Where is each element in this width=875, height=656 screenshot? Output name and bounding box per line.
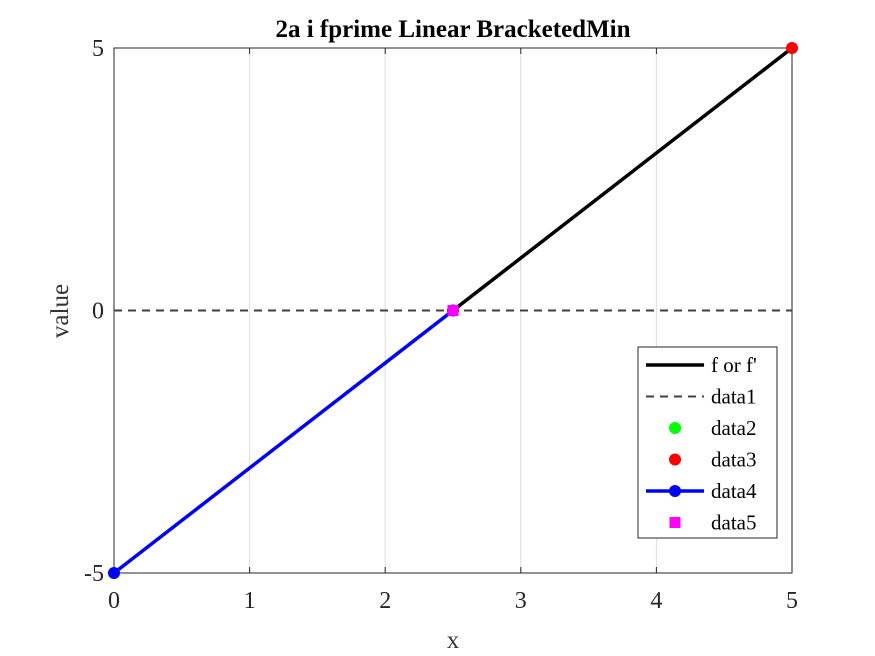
series-data4-line [112,309,455,575]
x-tick-label: 1 [244,588,256,614]
legend-data4-label: data4 [711,479,757,503]
x-axis-label: x [447,627,460,654]
y-tick-label: 5 [92,36,104,62]
legend-data3-swatch [669,453,681,466]
series-f-or-f--line [451,46,794,312]
legend-data1-label: data1 [711,385,756,409]
legend-data2-label: data2 [711,416,756,440]
x-tick-label: 5 [786,588,798,614]
legend-data5-label: data5 [711,511,756,535]
legend-data5-swatch [669,517,681,528]
x-tick-label: 0 [108,588,120,614]
x-tick-label: 2 [379,588,391,614]
legend-data3-label: data3 [711,448,756,472]
series-data4-point [108,567,120,579]
x-tick-label: 3 [515,588,527,614]
x-tick-label: 4 [650,588,662,614]
y-tick-label: 0 [92,299,104,325]
y-axis-label: value [47,284,74,338]
chart-title: 2a i fprime Linear BracketedMin [275,16,630,43]
y-tick-label: -5 [84,561,104,587]
legend-f-or-f--label: f or f' [711,353,757,377]
legend-data4-marker [669,485,681,497]
legend-data2-swatch [669,422,681,434]
series-data5-point [447,305,459,316]
legend-box [637,346,778,539]
series-data3-point [786,42,798,54]
legend: f or f' data1 data2 data3 data4 data5 [637,346,778,539]
